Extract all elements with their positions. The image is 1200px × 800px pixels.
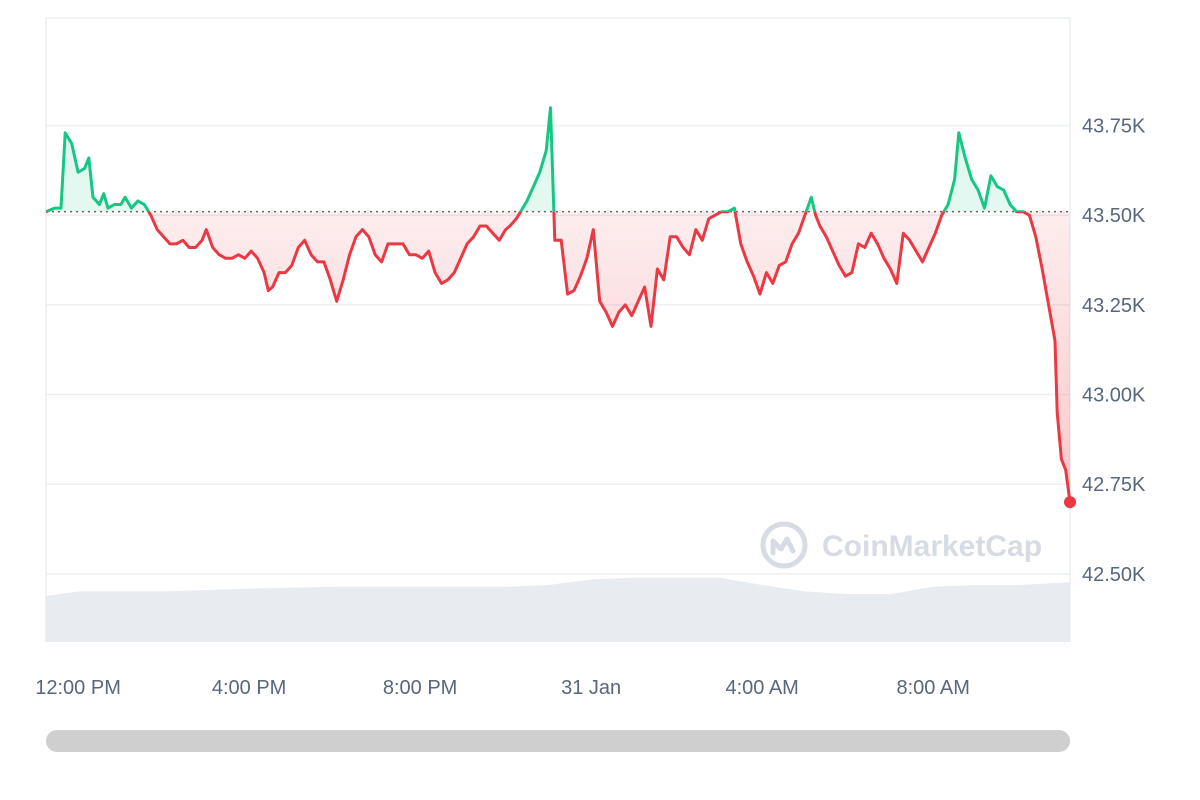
coinmarketcap-logo-icon [760,521,808,569]
x-tick-label-4: 4:00 AM [725,677,798,699]
volume-area [46,577,1070,642]
last-price-point [1064,496,1076,509]
chart-scrollbar[interactable] [46,730,1070,752]
y-tick-label-5: 42.50K [1082,564,1146,586]
watermark-text: CoinMarketCap [822,530,1042,563]
x-tick-label-3: 31 Jan [561,677,621,699]
y-tick-label-0: 43.75K [1082,116,1146,138]
y-tick-label-4: 42.75K [1082,474,1146,496]
price-fill-above [46,107,1070,212]
price-fill [46,107,1070,503]
y-tick-label-2: 43.25K [1082,295,1146,317]
x-tick-label-0: 12:00 PM [35,677,121,699]
y-axis: 43.75K 43.50K 43.25K 43.00K 42.75K 42.50K [1082,116,1146,586]
y-tick-label-3: 43.00K [1082,385,1146,407]
x-tick-label-1: 4:00 PM [212,677,286,699]
x-tick-label-5: 8:00 AM [896,677,969,699]
x-axis: 12:00 PM 4:00 PM 8:00 PM 31 Jan 4:00 AM 8:00 … [35,677,970,699]
price-line-down [45,211,1072,503]
x-tick-label-2: 8:00 PM [383,677,457,699]
volume-shape [46,577,1070,642]
y-tick-label-1: 43.50K [1082,205,1146,227]
watermark: CoinMarketCap [760,521,1042,569]
price-line [45,106,1072,503]
